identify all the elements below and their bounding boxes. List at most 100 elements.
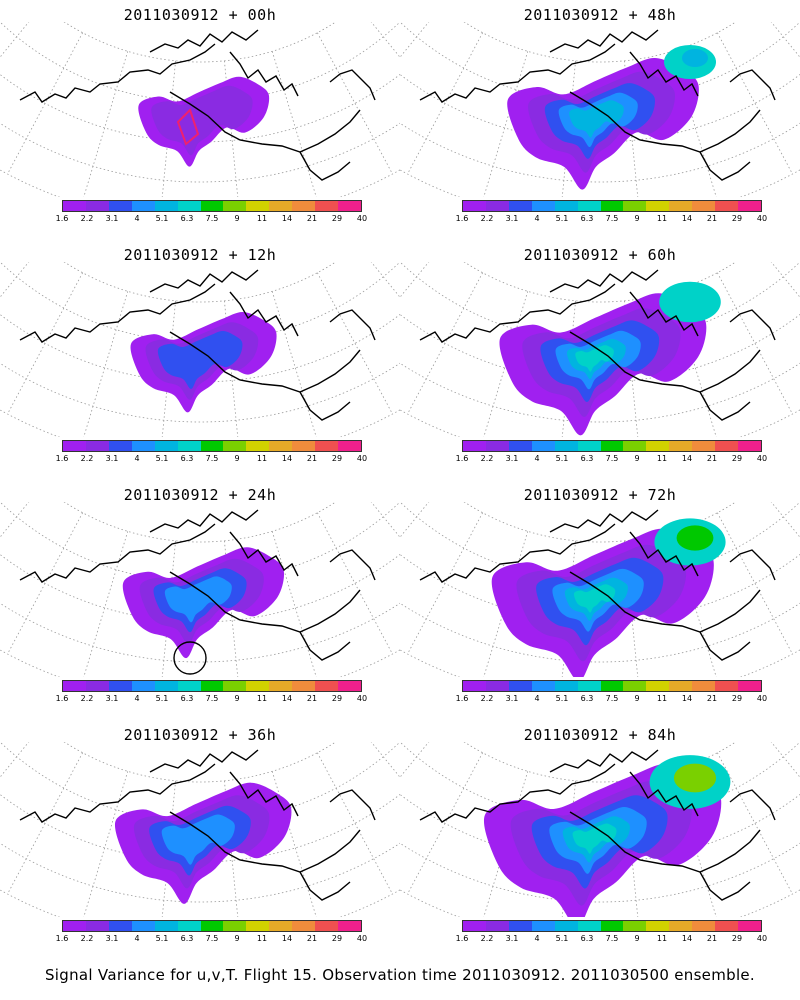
colorbar-tick-label: 4 [134,934,140,943]
colorbar-ticks: 1.6 2.2 3.1 4 5.1 6.3 7.5 9 11 14 21 29 40 [456,934,767,946]
forecast-panel: 2011030912 + 00h 1.6 2.2 3.1 4 5.1 6.3 7.5 9 11 14… [0,0,400,240]
colorbar-swatch [154,681,178,691]
colorbar-tick-label: 2.2 [480,454,494,463]
colorbar-tick-label: 7.5 [205,694,219,703]
colorbar [62,920,362,932]
colorbar-tick-label: 3.1 [505,694,519,703]
colorbar-swatch [85,441,109,451]
meridian-line [7,32,83,175]
colorbar-swatch [508,201,532,211]
meridian-line [0,262,7,313]
panel-title: 2011030912 + 84h [523,726,677,744]
meridian-line [161,780,177,917]
colorbar-swatch [623,441,647,451]
polar-map [400,22,800,197]
meridian-line [400,742,430,778]
coastline [169,91,361,153]
coastline [419,763,616,823]
colorbar-tick-label: 14 [681,454,693,463]
colorbar-tick-label: 21 [706,454,718,463]
colorbar-swatch [738,681,761,691]
polar-map [0,502,400,677]
latitude-circle [463,742,737,783]
colorbar-tick-label: 21 [706,214,718,223]
colorbar-tick-label: 5.1 [155,454,169,463]
colorbar-swatch [485,921,509,931]
colorbar-swatch [315,441,339,451]
meridian-line [483,51,529,197]
colorbar-swatch [63,441,86,451]
colorbar-swatch [531,921,555,931]
colorbar-tick-label: 40 [356,694,368,703]
colorbar-swatch [463,201,486,211]
meridian-line [561,780,577,917]
colorbar-tick-label: 14 [281,214,293,223]
colorbar-swatch [738,921,761,931]
meridian-line [7,752,83,895]
colorbar-swatch [577,921,601,931]
colorbar-tick-label: 7.5 [605,934,619,943]
coastline [19,763,216,823]
colorbar-swatch [531,441,555,451]
meridian-line [0,742,7,793]
coastline [549,509,659,533]
meridian-line [317,272,393,415]
meridian-line [223,780,239,917]
variance-contour [151,85,253,156]
latitude-circle [400,553,800,623]
colorbar-tick-label: 14 [681,694,693,703]
meridian-line [393,502,400,553]
colorbar-tick-label: 1.6 [55,454,69,463]
meridian-line [400,742,407,793]
meridian-line [407,512,483,655]
meridian-line [671,51,717,197]
meridian-line [83,51,129,197]
colorbar-swatch [715,681,739,691]
meridian-line [271,291,317,437]
coastline [729,789,776,821]
panel-title: 2011030912 + 36h [123,726,277,744]
polar-map [400,742,800,917]
meridian-line [161,60,177,197]
colorbar-swatch [223,441,247,451]
coastline [229,771,299,817]
colorbar-tick-label: 6.3 [580,454,594,463]
meridian-line [400,22,407,73]
colorbar-tick-label: 2.2 [80,214,94,223]
colorbar-tick-label: 4 [134,454,140,463]
colorbar-tick-label: 29 [331,214,343,223]
coastline [329,549,376,581]
meridian-line [770,742,800,778]
colorbar-swatch [577,681,601,691]
colorbar-tick-label: 40 [756,214,768,223]
coastline [419,283,616,343]
colorbar-swatch [315,681,339,691]
polar-map [0,22,400,197]
colorbar-swatch [600,441,624,451]
meridian-line [717,512,793,655]
colorbar-tick-label: 2.2 [80,934,94,943]
coastline [569,571,761,633]
colorbar-tick-label: 2.2 [80,454,94,463]
forecast-panel: 2011030912 + 72h 1.6 2.2 3.1 4 5.1 6.3 7.5 9 11 14… [400,480,800,720]
colorbar-tick-label: 11 [256,454,268,463]
coastline [149,29,259,53]
meridian-line [770,22,800,58]
colorbar-tick-label: 2.2 [480,694,494,703]
colorbar [462,440,762,452]
colorbar-tick-label: 11 [656,694,668,703]
meridian-line [793,742,800,793]
colorbar-tick-label: 6.3 [180,694,194,703]
colorbar-tick-label: 1.6 [55,934,69,943]
colorbar-swatch [646,441,670,451]
colorbar-swatch [692,681,716,691]
colorbar-tick-label: 29 [731,214,743,223]
target-circle-marker [173,641,207,675]
flight-track-marker [176,108,200,146]
meridian-line [0,22,7,73]
meridian-line [271,771,317,917]
meridian-line [793,22,800,73]
meridian-line [623,60,639,197]
meridian-line [223,300,239,437]
colorbar-swatch [623,201,647,211]
